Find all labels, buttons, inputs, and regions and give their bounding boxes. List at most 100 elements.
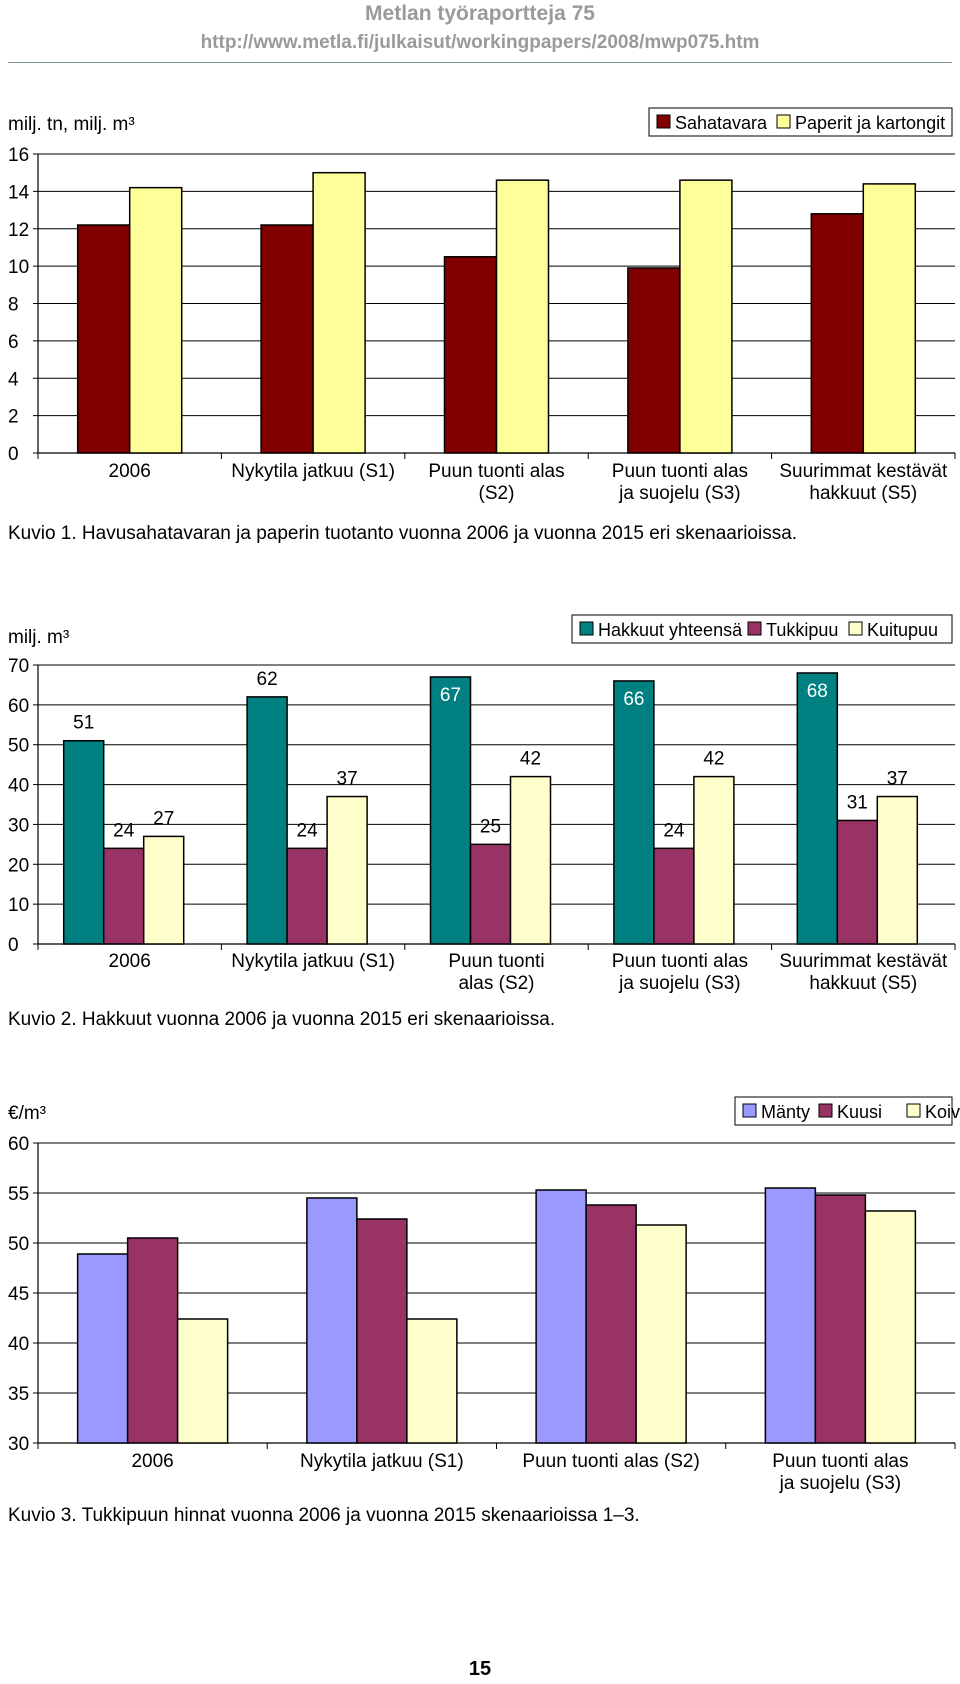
c2-category-label: 2006 [109, 951, 151, 972]
c1-bar [443, 256, 498, 454]
c1-bar [260, 224, 314, 454]
c1-category-label: ja suojelu (S3) [618, 483, 740, 504]
c3-bar [176, 1318, 229, 1444]
c2-data-label: 24 [663, 820, 685, 841]
chart-sawnwood-paper-production: 0 2 4 6 8 10 12 14 16 milj. tn, milj. m³ 2006 Nykyt… [8, 107, 956, 504]
c1-category-label: hakkuut (S5) [809, 483, 917, 504]
c2-ytick-label: 60 [8, 696, 29, 717]
c1-bar [495, 179, 550, 454]
c1-ytick-label: 0 [8, 444, 19, 465]
c1-ytick-label: 6 [8, 332, 19, 353]
c1-legend [648, 107, 953, 137]
c2-data-label: 27 [153, 808, 174, 829]
c1-ytick-label: 4 [8, 369, 19, 390]
c3-ytick-label: 40 [8, 1334, 29, 1355]
c2-data-label: 67 [440, 685, 461, 706]
c2-ytick-label: 20 [8, 855, 29, 876]
c1-category-label: Puun tuonti alas [612, 461, 748, 482]
c3-bar [356, 1218, 408, 1444]
c3-bar [535, 1189, 587, 1444]
c3-bar [585, 1204, 637, 1444]
c1-bar [128, 186, 183, 454]
c1-ytick-label: 16 [8, 145, 29, 166]
c2-bar [836, 819, 879, 945]
c3-ytick-label: 60 [8, 1134, 29, 1155]
c1-bar [862, 183, 917, 454]
c1-category-label: Puun tuonti alas [428, 461, 564, 482]
c2-bar [246, 696, 288, 945]
c2-bar [102, 847, 145, 945]
c2-legend-swatch [848, 621, 863, 636]
c2-y-axis-title: milj. m³ [8, 627, 69, 648]
report-series-title: Metlan työraportteja 75 [365, 2, 595, 25]
c2-bar [62, 739, 105, 945]
c3-bar [76, 1253, 129, 1444]
c2-bar [876, 795, 919, 945]
c3-bar [406, 1318, 458, 1444]
c2-category-label: Puun tuonti alas [612, 951, 748, 972]
c1-category-label: Nykytila jatkuu (S1) [231, 461, 395, 482]
c3-bar [635, 1224, 687, 1444]
c1-legend-label: Sahatavara [675, 113, 768, 133]
c3-bar [864, 1210, 917, 1444]
c3-bar [306, 1197, 358, 1444]
c3-bar [814, 1194, 867, 1444]
c3-legend-swatch [818, 1103, 833, 1118]
figure-caption-3: Kuvio 3. Tukkipuun hinnat vuonna 2006 ja… [8, 1505, 640, 1526]
c2-data-label: 42 [520, 749, 541, 770]
c2-ytick-label: 40 [8, 776, 29, 797]
c3-legend-label: Mänty [761, 1102, 810, 1122]
c2-legend-swatch [579, 621, 594, 636]
c3-legend-swatch [742, 1103, 757, 1118]
c1-legend-swatch [776, 114, 791, 129]
c2-bar [286, 847, 328, 945]
c2-data-label: 25 [480, 816, 501, 837]
c2-bar [796, 672, 839, 945]
c2-bar [326, 795, 368, 945]
c2-data-label: 51 [73, 713, 94, 734]
c2-data-label: 24 [297, 820, 319, 841]
c2-data-label: 62 [257, 669, 278, 690]
c2-category-label: alas (S2) [458, 973, 534, 994]
c2-category-label: Puun tuonti [448, 951, 544, 972]
c2-data-label: 31 [847, 792, 868, 813]
c1-ytick-label: 10 [8, 257, 29, 278]
c3-category-label: ja suojelu (S3) [779, 1473, 901, 1494]
c2-legend-label: Kuitupuu [867, 620, 938, 640]
c3-ytick-label: 50 [8, 1234, 29, 1255]
c1-bar [76, 224, 131, 454]
c2-category-label: hakkuut (S5) [809, 973, 917, 994]
c1-ytick-label: 12 [8, 220, 29, 241]
c1-ytick-label: 8 [8, 295, 19, 316]
c1-bar [679, 179, 733, 454]
c2-category-label: Suurimmat kestävät [779, 951, 948, 972]
c2-ytick-label: 10 [8, 895, 29, 916]
c2-bar [429, 676, 472, 945]
c1-category-label: Suurimmat kestävät [779, 461, 948, 482]
c1-category-label: 2006 [109, 461, 151, 482]
c2-legend-label: Tukkipuu [766, 620, 838, 640]
c2-bar [509, 775, 552, 945]
figure-caption-1: Kuvio 1. Havusahatavaran ja paperin tuot… [8, 523, 798, 544]
c3-ytick-label: 30 [8, 1434, 29, 1455]
c1-legend-label: Paperit ja kartongit [795, 113, 945, 133]
c2-legend [571, 614, 953, 644]
c2-bar [142, 835, 185, 945]
chart-log-prices: 30 35 40 45 50 55 60 €/m³ 2006 Nykytila jatkuu (S… [8, 1096, 960, 1494]
c3-y-axis-title: €/m³ [8, 1103, 46, 1124]
c3-ytick-label: 35 [8, 1384, 29, 1405]
c2-category-label: Nykytila jatkuu (S1) [231, 951, 395, 972]
c3-ytick-label: 55 [8, 1184, 29, 1205]
c1-legend-swatch [656, 114, 671, 129]
c1-bar [810, 213, 865, 454]
page-number: 15 [468, 1658, 492, 1680]
c2-data-label: 66 [623, 689, 644, 710]
c3-legend-label: Kuusi [837, 1102, 882, 1122]
c3-ytick-label: 45 [8, 1284, 29, 1305]
figure-caption-2: Kuvio 2. Hakkuut vuonna 2006 ja vuonna 2… [8, 1009, 556, 1030]
c3-legend-label: Koivu [925, 1102, 960, 1122]
c2-bar [613, 680, 655, 945]
c2-ytick-label: 50 [8, 736, 29, 757]
c2-bar [469, 843, 512, 945]
c2-data-label: 42 [703, 749, 724, 770]
